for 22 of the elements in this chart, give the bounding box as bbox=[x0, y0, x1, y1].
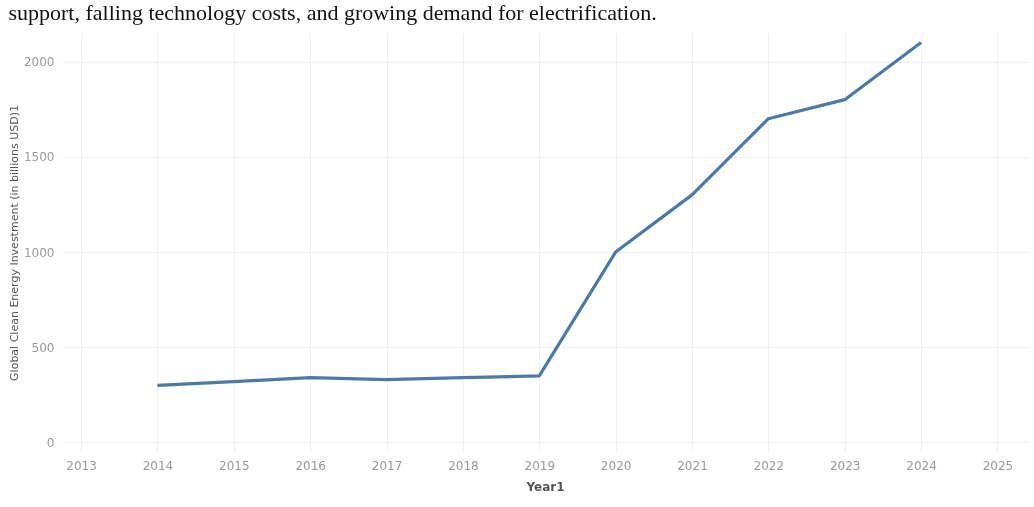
x-tick-label: 2021 bbox=[677, 458, 708, 473]
x-tick-label: 2020 bbox=[600, 458, 632, 473]
x-tick-label: 2024 bbox=[906, 458, 937, 473]
y-tick-label: 1500 bbox=[23, 150, 55, 165]
x-tick-label: 2025 bbox=[982, 458, 1014, 473]
line-series bbox=[155, 40, 923, 387]
x-axis-title: Year1 bbox=[525, 479, 565, 494]
x-tick-label: 2023 bbox=[829, 458, 861, 473]
y-tick-label: 1000 bbox=[23, 245, 55, 260]
y-tick-label: 2000 bbox=[23, 55, 55, 70]
x-tick-label: 2014 bbox=[142, 458, 174, 473]
x-tick-label: 2017 bbox=[371, 458, 403, 473]
x-tick-label: 2013 bbox=[66, 458, 97, 473]
x-tick-label: 2019 bbox=[524, 458, 556, 473]
text: support, falling technology costs, and growing demand for electrification. bbox=[8, 0, 657, 25]
x-tick-label: 2022 bbox=[753, 458, 785, 473]
x-tick-label: 2015 bbox=[219, 458, 250, 473]
x-tick-label: 2016 bbox=[295, 458, 326, 473]
x-tick-label: 2018 bbox=[448, 458, 479, 473]
y-tick-label: 0 bbox=[46, 435, 55, 450]
y-tick-label: 500 bbox=[31, 340, 55, 355]
y-axis-title: Global Clean Energy Investment (in billions USD)1 bbox=[7, 105, 21, 381]
